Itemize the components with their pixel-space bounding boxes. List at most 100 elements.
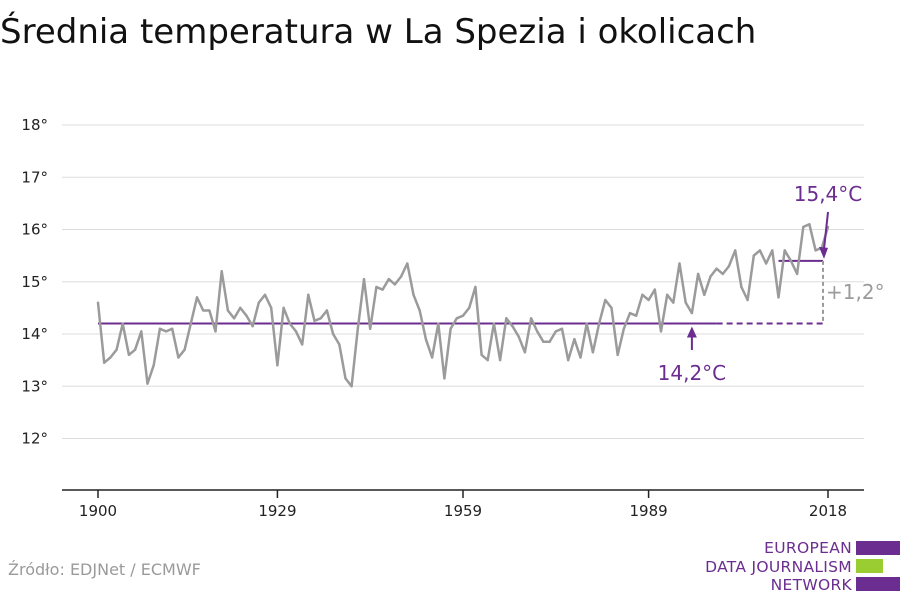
- data-point: [232, 317, 236, 320]
- data-point: [616, 353, 619, 357]
- data-point: [424, 338, 428, 341]
- data-point: [474, 285, 477, 289]
- data-point: [208, 309, 211, 312]
- data-point: [362, 277, 366, 281]
- data-point: [375, 285, 378, 289]
- data-point: [665, 293, 669, 297]
- data-point: [214, 330, 217, 333]
- annotations: 14,2°C 15,4°C +1,2°: [658, 182, 885, 385]
- data-point: [709, 275, 712, 278]
- data-point: [641, 293, 644, 297]
- logo-line-data-journalism: DATA JOURNALISM: [705, 557, 852, 576]
- data-point: [140, 330, 143, 333]
- data-point: [764, 262, 768, 265]
- data-point: [696, 272, 700, 276]
- data-point: [109, 356, 112, 359]
- logo-bar-middle: [856, 559, 883, 573]
- data-point: [548, 340, 551, 344]
- data-point: [783, 249, 786, 252]
- data-point: [536, 330, 539, 333]
- data-point: [684, 301, 687, 304]
- data-point: [455, 317, 459, 320]
- temperature-series: [96, 223, 830, 388]
- data-point: [282, 306, 285, 310]
- x-tick-label: 2018: [809, 502, 847, 520]
- logo-bar-top: [856, 541, 900, 555]
- data-point: [239, 306, 242, 310]
- logo-bar-bottom: [856, 577, 900, 591]
- data-point: [257, 301, 261, 304]
- y-tick-label: 13°: [21, 377, 48, 395]
- data-point: [758, 249, 762, 252]
- data-point: [604, 298, 607, 302]
- data-point: [300, 343, 304, 346]
- data-point: [418, 309, 421, 312]
- data-point: [350, 385, 353, 388]
- data-point: [307, 293, 310, 297]
- data-point: [201, 309, 205, 312]
- y-tick-label: 18°: [21, 116, 48, 134]
- logo-line-european: EUROPEAN: [764, 539, 852, 557]
- data-point: [102, 361, 106, 364]
- data-point: [795, 272, 799, 276]
- data-point: [610, 306, 613, 310]
- data-point: [467, 306, 471, 310]
- data-point: [146, 382, 149, 385]
- data-point: [771, 249, 774, 252]
- data-point: [288, 322, 291, 325]
- edjnet-logo: EUROPEAN DATA JOURNALISM NETWORK: [700, 539, 900, 595]
- data-point: [734, 249, 737, 252]
- data-point: [276, 364, 279, 367]
- data-point: [189, 322, 192, 325]
- data-point: [622, 327, 626, 330]
- data-point: [387, 277, 390, 281]
- difference-label: +1,2°: [826, 280, 885, 304]
- data-point: [703, 293, 706, 297]
- baseline-arrow-head: [686, 326, 697, 338]
- chart-title: Średnia temperatura w La Spezia i okolic…: [0, 12, 757, 52]
- data-point: [727, 264, 731, 268]
- baseline-label: 14,2°C: [658, 361, 727, 385]
- x-tick-label: 1959: [444, 502, 482, 520]
- data-point: [542, 340, 545, 344]
- data-point: [653, 288, 656, 291]
- data-point: [331, 332, 335, 336]
- data-point: [195, 296, 199, 299]
- data-point: [430, 356, 434, 359]
- data-point: [437, 322, 440, 325]
- data-point: [628, 311, 632, 315]
- data-point: [517, 335, 520, 338]
- source-note: Źródło: EDJNet / ECMWF: [8, 560, 201, 579]
- data-point: [579, 356, 582, 359]
- data-point: [802, 225, 805, 229]
- data-point: [133, 348, 137, 351]
- x-tick-label: 1900: [79, 502, 117, 520]
- y-tick-label: 12°: [21, 430, 48, 448]
- data-point: [381, 288, 384, 291]
- data-point: [560, 327, 564, 330]
- data-point: [529, 317, 533, 320]
- data-point: [505, 317, 508, 320]
- data-point: [226, 309, 230, 312]
- data-point: [808, 223, 811, 226]
- data-point: [356, 327, 360, 330]
- data-point: [177, 356, 180, 359]
- data-point: [406, 262, 409, 265]
- data-point: [115, 348, 118, 351]
- data-point: [369, 327, 372, 330]
- data-point: [412, 293, 415, 297]
- data-point: [263, 293, 267, 297]
- data-point: [814, 249, 817, 252]
- data-point: [585, 322, 588, 325]
- data-point: [164, 330, 168, 333]
- data-point: [715, 267, 718, 270]
- logo-text: EUROPEAN DATA JOURNALISM NETWORK: [705, 539, 852, 595]
- data-point: [325, 309, 329, 312]
- recent-label: 15,4°C: [794, 182, 863, 206]
- data-point: [245, 314, 248, 317]
- data-point: [486, 358, 489, 362]
- y-tick-label: 17°: [21, 168, 48, 186]
- recent-arrow-head: [819, 246, 828, 259]
- y-tick-label: 14°: [21, 325, 48, 343]
